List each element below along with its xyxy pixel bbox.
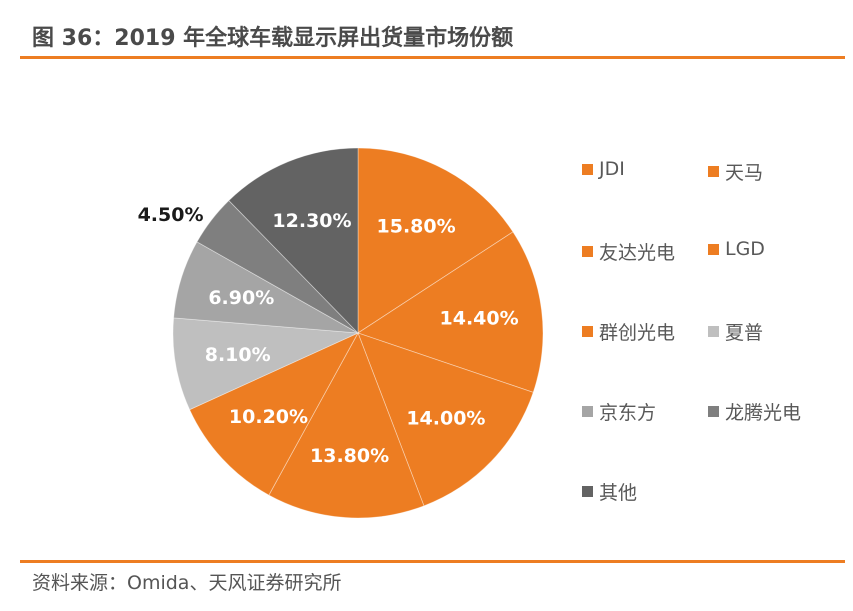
- data-label-8: 12.30%: [272, 210, 351, 232]
- legend-swatch-icon: [582, 163, 593, 175]
- data-label-7: 4.50%: [138, 204, 204, 226]
- legend-swatch-icon: [708, 243, 719, 255]
- data-label-4: 10.20%: [229, 406, 308, 428]
- pie-slice-5: [172, 317, 360, 411]
- pie-slice-8: [228, 147, 359, 334]
- legend-swatch-icon: [708, 326, 719, 337]
- legend-swatch-icon: [708, 406, 719, 417]
- legend-item-0: JDI: [582, 158, 625, 180]
- legend-label: JDI: [599, 158, 625, 180]
- legend-label: 天马: [725, 162, 764, 184]
- legend-swatch-icon: [582, 486, 593, 497]
- legend-item-5: 夏普: [708, 318, 763, 345]
- data-label-6: 6.90%: [208, 287, 274, 309]
- legend-item-1: 天马: [708, 158, 763, 185]
- legend-swatch-icon: [708, 166, 719, 177]
- legend-item-7: 龙腾光电: [708, 398, 801, 425]
- legend-item-6: 京东方: [582, 398, 656, 425]
- pie-data-labels: 15.80% 14.40% 14.00% 13.80%10.20% 8.10% 6.90%…: [138, 204, 519, 467]
- source-note: 资料来源：Omida、天风证券研究所: [32, 572, 342, 594]
- pie-slice-7: [196, 199, 359, 334]
- pie-slice-6: [173, 241, 359, 334]
- data-label-2: 14.00%: [406, 408, 485, 430]
- legend-item-2: 友达光电: [582, 238, 675, 265]
- pie-slice-4: [189, 332, 359, 496]
- legend-item-3: LGD: [708, 238, 765, 260]
- data-label-1: 14.40%: [440, 308, 519, 330]
- title-divider: [20, 56, 845, 59]
- legend-swatch-icon: [582, 406, 593, 417]
- legend-label: 京东方: [599, 402, 657, 424]
- legend-label: 友达光电: [599, 242, 676, 264]
- legend-label: 龙腾光电: [725, 402, 802, 424]
- legend-swatch-icon: [582, 246, 593, 257]
- legend-label: LGD: [725, 238, 765, 260]
- data-label-5: 8.10%: [205, 344, 271, 366]
- pie-slice-0: [357, 147, 514, 334]
- legend-label: 群创光电: [599, 322, 676, 344]
- legend-swatch-icon: [582, 326, 593, 337]
- figure-title: 图 36：2019 年全球车载显示屏出货量市场份额: [32, 26, 514, 51]
- legend-item-4: 群创光电: [582, 318, 675, 345]
- legend-label: 其他: [599, 482, 638, 504]
- source-divider: [20, 560, 845, 563]
- pie-slice-3: [268, 332, 425, 519]
- pie-slice-1: [357, 231, 544, 393]
- pie-slices: [172, 147, 544, 519]
- legend-item-8: 其他: [582, 478, 637, 505]
- legend-label: 夏普: [725, 322, 764, 344]
- pie-slice-2: [357, 332, 534, 507]
- data-label-3: 13.80%: [310, 445, 389, 467]
- data-label-0: 15.80%: [377, 216, 456, 238]
